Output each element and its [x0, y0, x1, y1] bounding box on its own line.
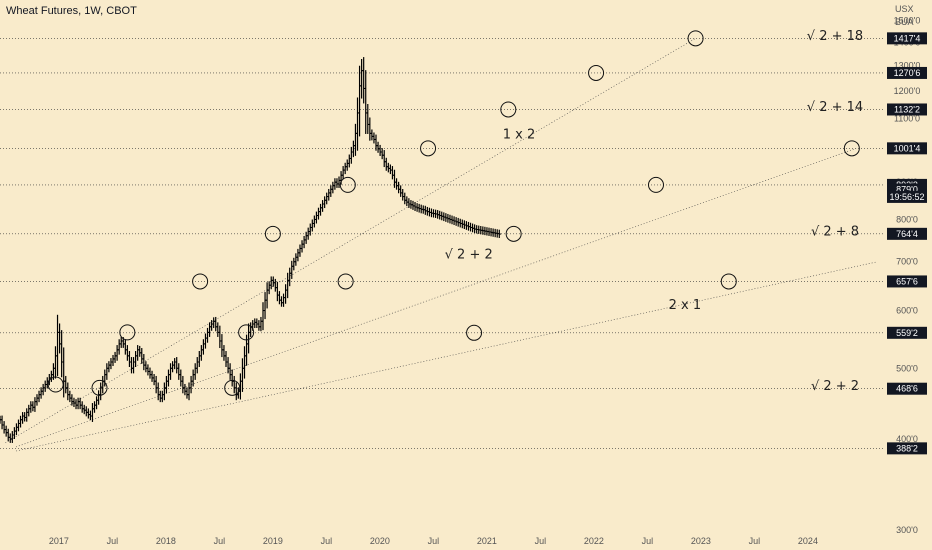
- y-tick-label: 600'0: [896, 306, 918, 316]
- price-tag-label: 1417'4: [894, 33, 921, 43]
- chart-annotation: 1 x 2: [503, 127, 536, 142]
- price-tag: [887, 227, 927, 240]
- x-tick-label: 2023: [691, 536, 711, 546]
- circle-marker: [505, 225, 522, 242]
- circle-marker: [91, 379, 108, 396]
- circle-marker: [339, 176, 356, 193]
- y-tick-label: 300'0: [896, 525, 918, 535]
- x-tick-label: Jul: [749, 536, 761, 546]
- chart-annotation: √ 2 + 8: [811, 224, 859, 239]
- circle-marker: [420, 140, 437, 157]
- x-tick-label: Jul: [642, 536, 654, 546]
- y-tick-label: 1500'0: [894, 15, 921, 25]
- countdown-label: 19:56:52: [889, 192, 924, 202]
- x-tick-label: 2018: [156, 536, 176, 546]
- chart-annotation: 2 x 1: [669, 298, 702, 313]
- trendline: [15, 261, 878, 452]
- price-tag-label: 879'0: [896, 185, 918, 195]
- circle-marker: [466, 324, 483, 341]
- x-tick-label: 2024: [798, 536, 818, 546]
- price-tag-label: 468'6: [896, 384, 918, 394]
- circle-marker: [224, 379, 241, 396]
- circle-marker: [647, 176, 664, 193]
- circle-marker: [119, 324, 136, 341]
- trendline: [15, 148, 857, 448]
- x-tick-label: 2021: [477, 536, 497, 546]
- y-tick-label: 400'0: [896, 434, 918, 444]
- x-tick-label: Jul: [214, 536, 226, 546]
- price-tag: [887, 32, 927, 45]
- circle-marker: [588, 64, 605, 81]
- price-tag: [887, 142, 927, 155]
- y-tick-label: 700'0: [896, 257, 918, 267]
- chart-annotation: √ 2 + 14: [807, 100, 863, 115]
- x-tick-label: Jul: [321, 536, 333, 546]
- circle-marker: [238, 324, 255, 341]
- chart-title: Wheat Futures, 1W, CBOT: [6, 5, 137, 17]
- price-tag: [887, 275, 927, 288]
- price-tag-label: 1132'2: [894, 104, 920, 114]
- y-tick-label: 1100'0: [894, 114, 920, 124]
- circle-marker: [337, 273, 354, 290]
- price-tag: [887, 442, 927, 455]
- x-tick-label: Jul: [107, 536, 119, 546]
- price-tag-label: 559'2: [896, 328, 918, 338]
- chart-annotation: √ 2 + 18: [807, 29, 863, 44]
- circle-marker: [500, 101, 517, 118]
- y-tick-label: 800'0: [896, 214, 918, 224]
- x-tick-label: 2022: [584, 536, 604, 546]
- x-tick-label: 2017: [49, 536, 69, 546]
- price-tag-label: 1270'6: [894, 68, 921, 78]
- y-tick-label: 500'0: [896, 363, 918, 373]
- price-tag: [887, 382, 927, 395]
- circle-marker: [192, 273, 209, 290]
- x-tick-label: 2019: [263, 536, 283, 546]
- y-tick-label: 1300'0: [894, 61, 921, 71]
- price-tag: [887, 66, 927, 79]
- countdown-tag: [887, 190, 927, 203]
- circle-marker: [843, 140, 860, 157]
- x-tick-label: Jul: [428, 536, 440, 546]
- price-tag-label: 388'2: [896, 443, 918, 453]
- price-tag-label: 657'6: [896, 276, 918, 286]
- price-tag: [887, 103, 927, 116]
- y-tick-label: 1200'0: [894, 86, 921, 96]
- price-tag: [887, 326, 927, 339]
- circle-marker: [687, 30, 704, 47]
- price-tag-label: 764'4: [896, 229, 918, 239]
- trendline: [5, 38, 696, 444]
- x-tick-label: 2020: [370, 536, 390, 546]
- currency-label: USX: [895, 4, 914, 14]
- chart-annotation: √ 2 + 2: [811, 379, 859, 394]
- x-tick-label: Jul: [535, 536, 547, 546]
- circle-marker: [47, 376, 64, 393]
- price-tag-label: 1001'4: [894, 143, 921, 153]
- circle-marker: [720, 273, 737, 290]
- chart-annotation: √ 2 + 2: [445, 248, 493, 263]
- currency-label: BUA: [895, 17, 914, 27]
- circle-marker: [264, 225, 281, 242]
